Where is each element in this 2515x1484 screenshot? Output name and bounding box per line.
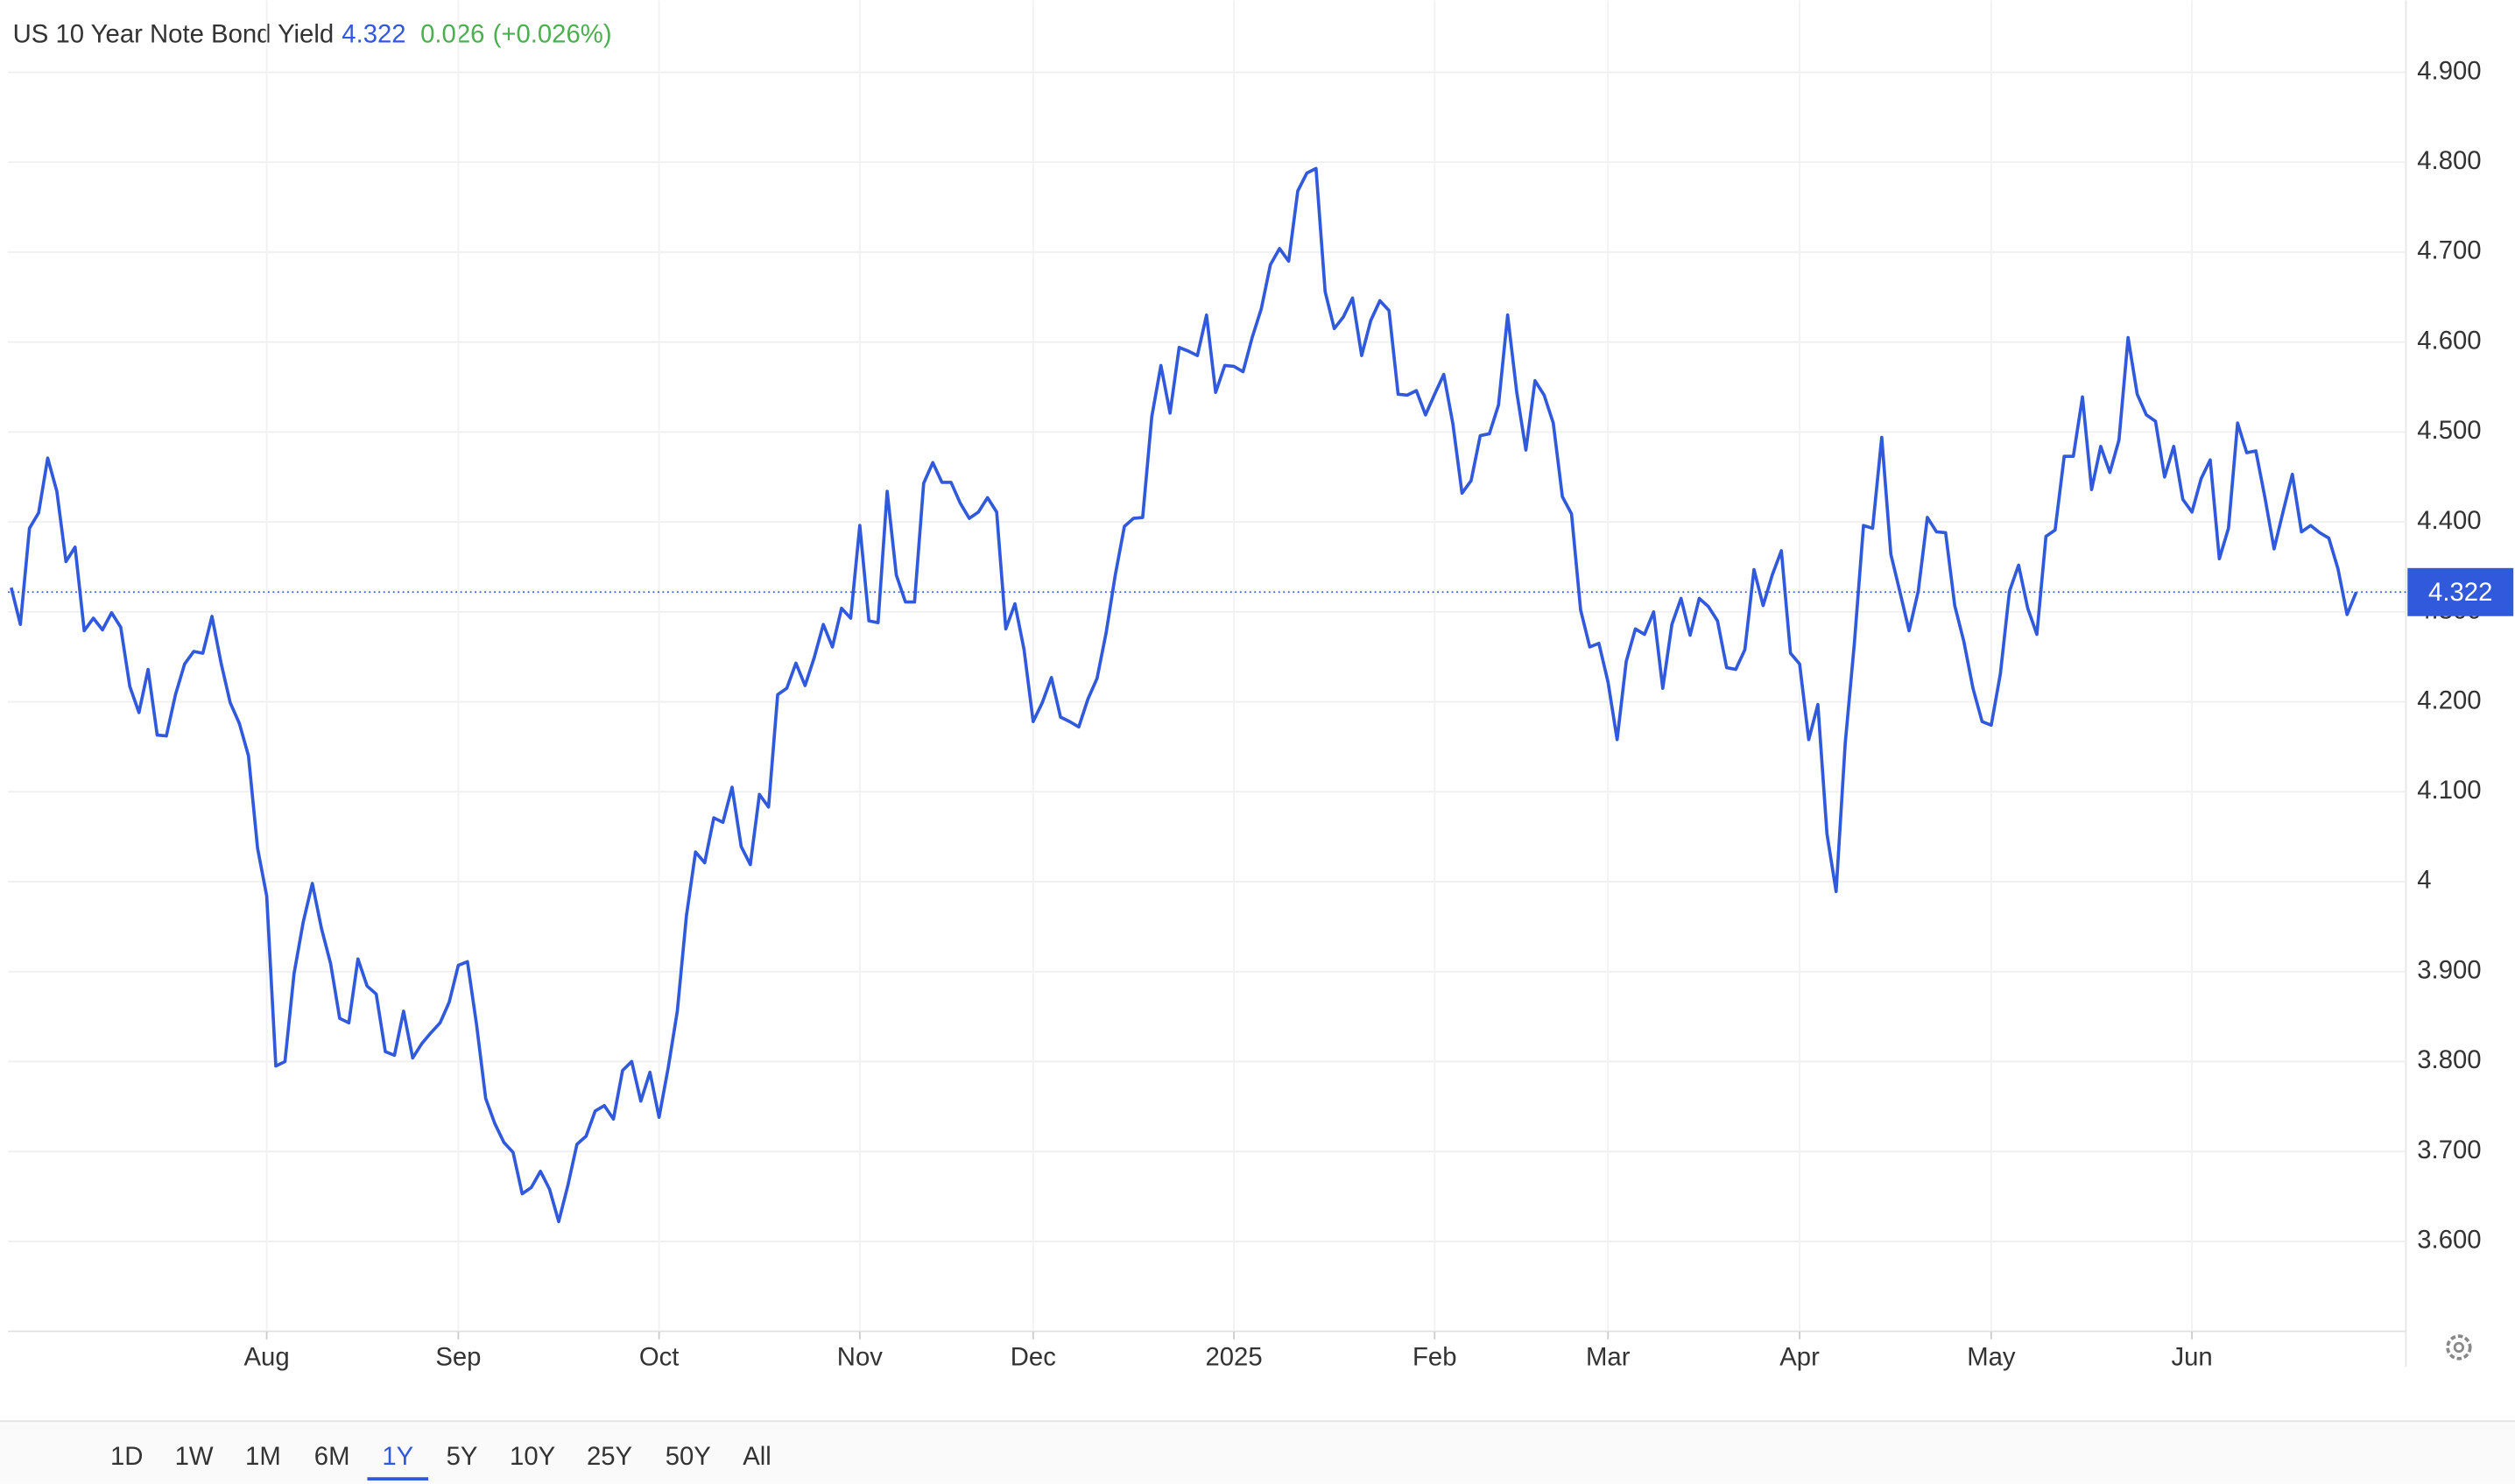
price: 4.322 xyxy=(342,19,405,48)
x-tick-label: May xyxy=(1967,1342,2016,1371)
range-label: 50Y xyxy=(666,1442,711,1471)
range-button[interactable]: 25Y xyxy=(587,1442,632,1471)
header: US 10 Year Note Bond Yield 4.322 0.026 (+0.… xyxy=(13,19,612,48)
x-tick-label: Feb xyxy=(1412,1342,1456,1371)
gear-outer xyxy=(2446,1334,2472,1361)
range-label: 25Y xyxy=(587,1442,632,1471)
y-tick-label: 4.600 xyxy=(2417,326,2481,355)
range-button[interactable]: 1D xyxy=(110,1442,143,1471)
last-price-box xyxy=(2407,567,2514,616)
x-tick-label: 2025 xyxy=(1205,1342,1262,1371)
x-tick-label: Apr xyxy=(1779,1342,1820,1371)
range-label: All xyxy=(743,1442,771,1471)
range-button[interactable]: All xyxy=(743,1442,771,1471)
x-tick-label: Mar xyxy=(1586,1342,1631,1371)
range-label: 10Y xyxy=(510,1442,555,1471)
range-label: 1M xyxy=(245,1442,281,1471)
range-label: 1W xyxy=(175,1442,214,1471)
gear-inner xyxy=(2453,1341,2465,1354)
range-label: 6M xyxy=(314,1442,350,1471)
y-tick-label: 4.800 xyxy=(2417,146,2481,175)
yield-line xyxy=(10,166,2358,1224)
chart-title: US 10 Year Note Bond Yield xyxy=(13,19,334,48)
x-tick-label: Nov xyxy=(837,1342,883,1371)
x-tick-label: Jun xyxy=(2171,1342,2212,1371)
range-bar xyxy=(0,1421,2515,1484)
range-button[interactable]: 1W xyxy=(175,1442,214,1471)
range-button[interactable]: 1Y xyxy=(367,1442,429,1480)
y-tick-label: 4.700 xyxy=(2417,236,2481,265)
y-tick-label: 3.600 xyxy=(2417,1226,2481,1255)
y-tick-label: 3.800 xyxy=(2417,1045,2481,1074)
settings-icon[interactable] xyxy=(2446,1334,2472,1361)
range-button[interactable]: 50Y xyxy=(666,1442,711,1471)
x-tick-label: Aug xyxy=(244,1342,290,1371)
range-label: 5Y xyxy=(447,1442,478,1471)
range-label: 1Y xyxy=(382,1442,413,1471)
y-tick-label: 4.100 xyxy=(2417,776,2481,805)
y-tick-label: 4.200 xyxy=(2417,686,2481,714)
x-tick-label: Oct xyxy=(639,1342,680,1371)
range-button[interactable]: 5Y xyxy=(447,1442,478,1471)
range-label: 1D xyxy=(110,1442,143,1471)
change-pct: (+0.026%) xyxy=(493,19,612,48)
y-tick-label: 4 xyxy=(2417,866,2431,895)
x-tick-label: Dec xyxy=(1011,1342,1056,1371)
y-tick-label: 4.900 xyxy=(2417,56,2481,85)
y-tick-label: 4.400 xyxy=(2417,506,2481,535)
x-tick-label: Sep xyxy=(435,1342,481,1371)
y-tick-label: 4.500 xyxy=(2417,416,2481,445)
range-button[interactable]: 1M xyxy=(245,1442,281,1471)
y-tick-label: 3.700 xyxy=(2417,1136,2481,1164)
change: 0.026 xyxy=(420,19,484,48)
last-price-label: 4.322 xyxy=(2428,578,2492,607)
y-tick-label: 3.900 xyxy=(2417,955,2481,984)
range-button[interactable]: 6M xyxy=(314,1442,350,1471)
grid xyxy=(8,0,2406,1332)
range-button[interactable]: 10Y xyxy=(510,1442,555,1471)
